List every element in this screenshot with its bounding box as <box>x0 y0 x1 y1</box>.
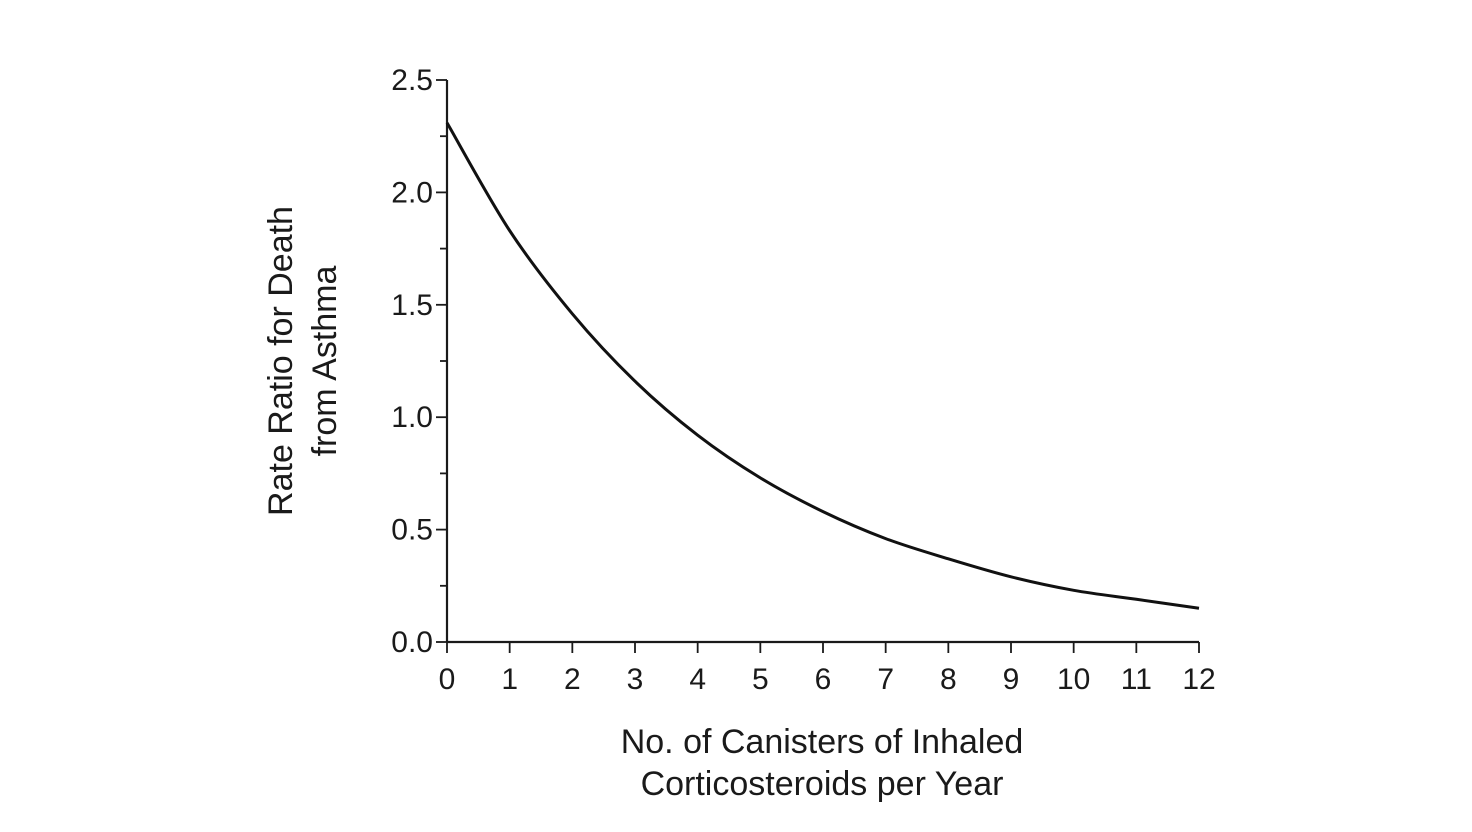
y-tick-label: 0.5 <box>391 514 433 547</box>
x-tick-label: 1 <box>501 663 518 696</box>
x-tick-label: 6 <box>815 663 832 696</box>
x-tick-label: 4 <box>689 663 706 696</box>
x-tick-label: 5 <box>752 663 769 696</box>
x-tick-label: 12 <box>1182 663 1215 696</box>
x-tick-label: 2 <box>564 663 581 696</box>
y-axis-title-line-1: Rate Ratio for Death <box>262 206 300 516</box>
y-axis-title: Rate Ratio for Death from Asthma <box>262 206 344 516</box>
x-tick-label: 7 <box>877 663 894 696</box>
y-tick-label: 1.0 <box>391 401 433 434</box>
y-axis-title-line-2: from Asthma <box>306 265 344 456</box>
x-tick-label: 8 <box>940 663 957 696</box>
y-tick-label: 2.0 <box>391 176 433 209</box>
rate-ratio-curve <box>445 121 1200 610</box>
x-axis-title-line-1: No. of Canisters of Inhaled <box>621 723 1024 761</box>
y-ticks: 0.0 0.5 1.0 1.5 2.0 2.5 <box>391 64 447 659</box>
y-tick-label: 2.5 <box>391 64 433 97</box>
y-minor-ticks <box>440 135 447 587</box>
x-tick-label: 11 <box>1121 663 1152 696</box>
y-tick-label: 1.5 <box>391 289 433 322</box>
x-tick-label: 10 <box>1057 663 1090 696</box>
y-tick-label: 0.0 <box>391 626 433 659</box>
x-ticks: 0 1 2 3 4 5 6 7 8 9 10 11 12 <box>439 642 1216 696</box>
x-axis-title-line-2: Corticosteroids per Year <box>641 765 1004 803</box>
x-tick-label: 0 <box>439 663 456 696</box>
x-tick-label: 3 <box>627 663 644 696</box>
x-tick-label: 9 <box>1003 663 1020 696</box>
